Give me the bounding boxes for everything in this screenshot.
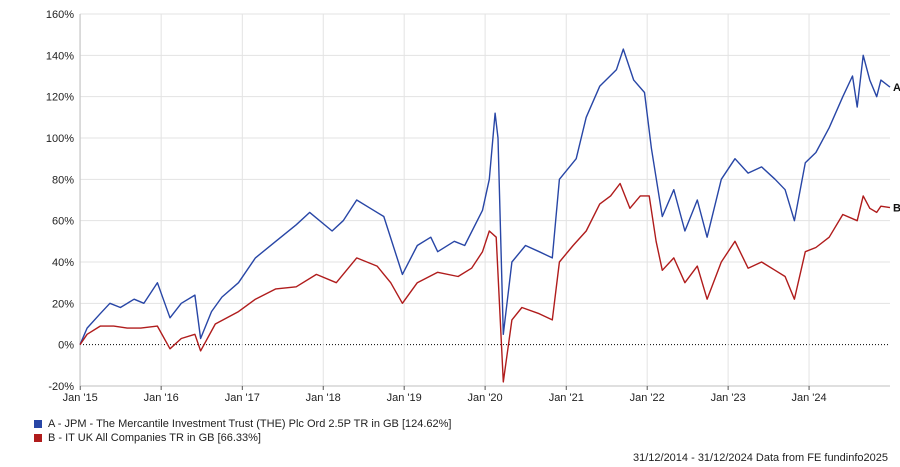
x-tick-label: Jan '19 [387, 392, 422, 404]
y-tick-label: 0% [58, 340, 74, 352]
end-label-b: B [893, 203, 900, 215]
y-tick-label: 60% [52, 216, 74, 228]
series-lines [79, 48, 891, 383]
source-footer: 31/12/2014 - 31/12/2024 Data from FE fun… [632, 452, 888, 464]
legend-item-a: A - JPM - The Mercantile Investment Trus… [34, 417, 451, 431]
x-tick-label: Jan '17 [225, 392, 260, 404]
legend-label-a: A - JPM - The Mercantile Investment Trus… [48, 418, 452, 430]
series-line-b [79, 182, 891, 383]
legend-swatch-a [34, 420, 42, 428]
y-tick-label: 140% [46, 50, 74, 62]
y-tick-label: -20% [48, 381, 74, 393]
y-axis: -20% 0% 20% 40% 60% 80% 100% 120% 140% 160% [46, 9, 74, 393]
end-label-a: A [893, 82, 900, 94]
legend-swatch-b [34, 434, 42, 442]
series-line-a [79, 48, 891, 345]
x-tick-label: Jan '16 [144, 392, 179, 404]
x-axis: Jan '15 Jan '16 Jan '17 Jan '18 Jan '19 Jan '… [63, 386, 827, 404]
y-tick-label: 40% [52, 257, 74, 269]
y-tick-label: 20% [52, 298, 74, 310]
y-tick-label: 120% [46, 92, 74, 104]
grid [79, 13, 890, 387]
y-tick-label: 80% [52, 174, 74, 186]
x-tick-label: Jan '15 [63, 392, 98, 404]
end-markers: AB [893, 82, 900, 214]
legend-item-b: B - IT UK All Companies TR in GB [66.33%… [34, 431, 451, 445]
x-tick-label: Jan '22 [630, 392, 665, 404]
x-tick-label: Jan '20 [468, 392, 503, 404]
x-tick-label: Jan '23 [711, 392, 746, 404]
x-tick-label: Jan '24 [791, 392, 826, 404]
legend: A - JPM - The Mercantile Investment Trus… [34, 417, 451, 445]
y-tick-label: 100% [46, 133, 74, 145]
x-tick-label: Jan '18 [306, 392, 341, 404]
y-tick-label: 160% [46, 9, 74, 21]
x-tick-label: Jan '21 [549, 392, 584, 404]
legend-label-b: B - IT UK All Companies TR in GB [66.33%… [48, 432, 261, 444]
